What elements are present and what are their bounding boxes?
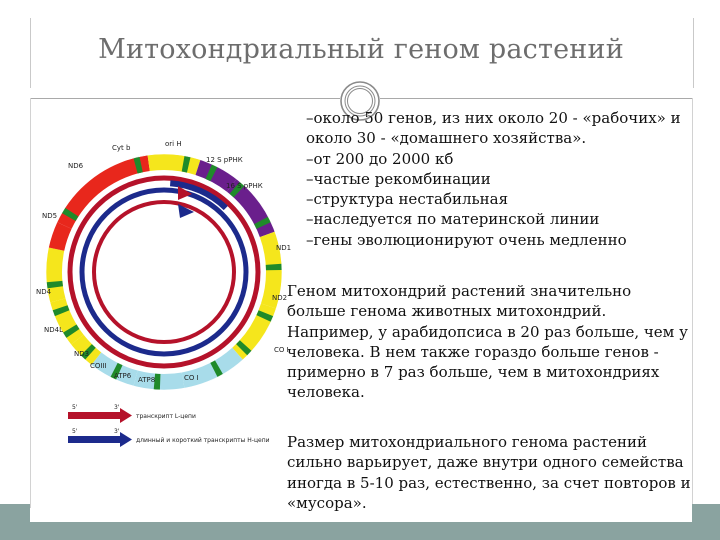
blue-arrowhead xyxy=(178,204,194,218)
gene-label-nd3: ND3 xyxy=(74,350,89,358)
trna-marker xyxy=(62,324,80,338)
trna-marker xyxy=(254,216,271,229)
gene-label-nd6: ND6 xyxy=(68,162,84,170)
red-transcript-circle xyxy=(67,175,261,369)
mitochondrial-genome-diagram: Cyt b ori H 12 S рРНК 16 S рРНК ND1 ND2 … xyxy=(36,140,291,447)
trna-marker xyxy=(205,164,218,182)
right-border xyxy=(692,98,693,508)
trna-marker xyxy=(80,344,96,360)
gene-label-co3: COIII xyxy=(90,362,107,370)
legend-red-5prime: 5' xyxy=(72,404,78,411)
legend-blue-label: длинный и короткий транскрипты H-цепи xyxy=(136,437,270,444)
paragraph-line: сильно варьирует, даже внутри одного сем… xyxy=(287,453,684,472)
blue-transcript-circle xyxy=(79,187,249,357)
trna-marker xyxy=(61,207,79,221)
legend-red-label: транскрипт L-цепи xyxy=(136,413,196,420)
ring-segment-nd4 xyxy=(46,247,66,303)
paragraph-line: больше генома животных митохондрий. xyxy=(287,302,607,321)
ring-outline xyxy=(45,153,283,391)
gene-label-nd1: ND1 xyxy=(276,244,291,252)
footer-corner-left xyxy=(0,504,30,522)
footer-bar xyxy=(0,522,720,540)
ring-segment-co1 xyxy=(181,347,243,389)
gene-label-cytb: Cyt b xyxy=(112,144,131,152)
ring-segment-cytb xyxy=(57,155,150,229)
paragraph-line: примерно в 7 раз больше, чем в митохондр… xyxy=(287,363,660,382)
bullet-line: –структура нестабильная xyxy=(306,190,509,209)
title-rule-right xyxy=(380,98,692,99)
trna-marker xyxy=(133,156,143,174)
legend-red-3prime: 3' xyxy=(114,404,120,411)
paragraph-genome-size: Геном митохондрий растений значительно б… xyxy=(287,281,715,403)
legend-blue-arrowhead xyxy=(120,432,132,447)
title-frame xyxy=(30,18,694,88)
legend-blue-arrow xyxy=(68,436,120,443)
legend-blue-5prime: 5' xyxy=(72,428,78,435)
genome-ring xyxy=(45,153,283,391)
paragraph-size-variation: Размер митохондриального генома растений… xyxy=(287,432,715,513)
paragraph-line: Например, у арабидопсиса в 20 раз больше… xyxy=(287,322,688,341)
trna-marker xyxy=(236,340,252,356)
trna-marker xyxy=(153,373,161,390)
gene-label-atp6: ATP6 xyxy=(114,372,132,380)
circle-ornament-icon xyxy=(340,81,380,121)
gene-label-16s: 16 S рРНК xyxy=(226,182,263,190)
gene-label-12s: 12 S рРНК xyxy=(206,156,243,164)
bullet-list: –около 50 генов, из них около 20 - «рабо… xyxy=(306,108,716,250)
trna-marker xyxy=(256,310,274,322)
ring-segment-12s xyxy=(195,159,237,192)
red-arrowhead xyxy=(178,186,192,200)
transcript-circles xyxy=(67,175,261,369)
legend-blue-3prime: 3' xyxy=(114,428,120,435)
gene-label-atp8: ATP8 xyxy=(138,376,155,384)
paragraph-line: Размер митохондриального генома растений xyxy=(287,433,648,451)
bullet-line: –гены эволюционируют очень медленно xyxy=(306,230,627,249)
ring-segment-atp xyxy=(91,352,138,386)
gene-label-co1: CO I xyxy=(274,346,289,354)
gene-label-co2: CO I xyxy=(184,374,199,382)
bullet-line: –наследуется по материнской линии xyxy=(306,210,600,229)
trna-marker xyxy=(229,181,245,198)
trna-marker xyxy=(210,360,223,378)
ring-segment-nd6 xyxy=(48,222,72,251)
bullet-line: –от 200 до 2000 кб xyxy=(306,149,454,168)
bullet-line: около 30 - «домашнего хозяйства». xyxy=(306,129,587,148)
trna-marker xyxy=(181,155,191,173)
gene-labels: Cyt b ori H 12 S рРНК 16 S рРНК ND1 ND2 … xyxy=(36,140,291,384)
gene-label-nd4l: ND4L xyxy=(44,326,63,334)
trna-marker xyxy=(46,280,63,289)
trna-marker xyxy=(265,263,282,271)
paragraph-line: человека. xyxy=(287,383,365,402)
paragraph-line: «мусора». xyxy=(287,493,367,512)
inner-red-circle xyxy=(92,200,236,344)
gene-label-nd2: ND2 xyxy=(272,294,287,302)
footer-corner-right xyxy=(692,504,720,522)
left-border xyxy=(30,98,31,508)
slide-title: Митохондриальный геном растений xyxy=(98,34,624,65)
legend: 5' 3' транскрипт L-цепи 5' 3' длинный и … xyxy=(68,404,270,447)
trna-marker xyxy=(52,305,70,317)
legend-red-arrowhead xyxy=(120,408,132,423)
blue-transcript-start xyxy=(169,180,228,211)
paragraph-line: человека. В нем также гораздо больше ген… xyxy=(287,342,659,361)
gene-label-orih: ori H xyxy=(165,140,182,148)
gene-label-nd5: ND5 xyxy=(42,212,57,220)
paragraph-line: иногда в 5-10 раз, естественно, за счет … xyxy=(287,473,691,492)
bullet-line: –около 50 генов, из них около 20 - «рабо… xyxy=(306,109,681,127)
legend-red-arrow xyxy=(68,412,120,419)
title-rule-left xyxy=(30,98,340,99)
trna-marker xyxy=(110,362,123,380)
ring-segment-control xyxy=(147,154,201,175)
gene-label-nd4: ND4 xyxy=(36,288,52,296)
paragraph-line: Геном митохондрий растений значительно xyxy=(287,282,632,300)
bullet-line: –частые рекомбинации xyxy=(306,169,491,188)
